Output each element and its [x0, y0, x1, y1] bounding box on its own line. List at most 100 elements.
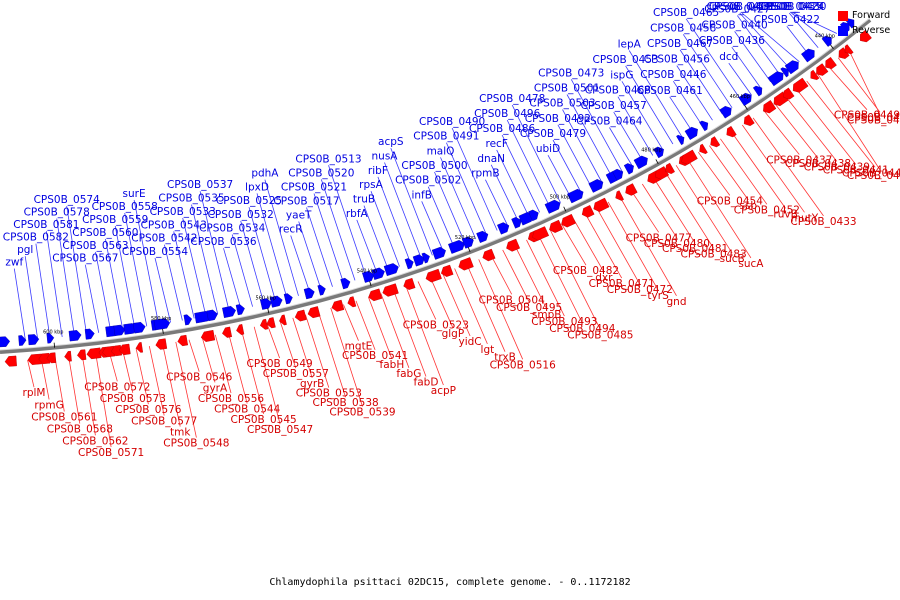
forward-gene-arrow[interactable]	[222, 326, 233, 338]
gene-label-cps0b-0430[interactable]: CPS0B_0430	[760, 1, 826, 13]
reverse-gene-arrow[interactable]	[780, 67, 789, 78]
gene-label-cps0b-0544[interactable]: CPS0B_0544	[214, 404, 281, 416]
gene-label-cps0b-0533[interactable]: CPS0B_0533	[150, 206, 216, 218]
forward-gene-arrow[interactable]	[307, 306, 321, 319]
gene-label-cps0b-0517[interactable]: CPS0B_0517	[273, 196, 339, 208]
gene-label-cps0b-0486[interactable]: CPS0B_0486	[469, 123, 536, 135]
reverse-gene-arrow[interactable]	[27, 334, 40, 346]
reverse-gene-arrow[interactable]	[821, 35, 832, 47]
forward-gene-arrow[interactable]	[681, 149, 698, 165]
gene-label-cps0b-0418[interactable]: CPS0B_0418	[707, 1, 773, 13]
reverse-gene-arrow[interactable]	[153, 318, 171, 331]
reverse-gene-arrow[interactable]	[412, 254, 425, 267]
gene-label-cps0b-0556[interactable]: CPS0B_0556	[198, 393, 265, 405]
gene-label-dcd[interactable]: dcd	[719, 51, 738, 63]
reverse-gene-arrow[interactable]	[404, 258, 414, 270]
gene-label-cps0b-0439[interactable]: CPS0B_0439	[804, 161, 870, 173]
gene-label-recr[interactable]: recR	[279, 224, 303, 236]
gene-label-cps0b-0516[interactable]: CPS0B_0516	[490, 359, 557, 371]
forward-gene-arrow[interactable]	[743, 114, 755, 127]
gene-label-cps0b-0523[interactable]: CPS0B_0523	[403, 319, 469, 331]
gene-label-cps0b-0525[interactable]: CPS0B_0525	[216, 195, 282, 207]
gene-label-rpsa[interactable]: rpsA	[359, 179, 383, 191]
gene-label-cps0b-0468[interactable]: CPS0B_0468	[585, 85, 651, 97]
gene-label-cps0b-0553[interactable]: CPS0B_0553	[296, 388, 362, 400]
reverse-gene-arrow[interactable]	[738, 92, 752, 107]
gene-label-cps0b-0445[interactable]: CPS0B_0445	[842, 167, 900, 179]
gene-label-pdha[interactable]: pdhA	[251, 168, 279, 180]
gene-label-sucb[interactable]: sucB	[720, 253, 745, 265]
gene-label-cps0b-0483[interactable]: CPS0B_0483	[681, 248, 747, 260]
forward-gene-arrow[interactable]	[615, 190, 624, 201]
gene-label-tyrs[interactable]: tyrS	[647, 290, 669, 302]
gene-label-cps0b-0431[interactable]: CPS0B_0431	[709, 1, 775, 13]
gene-label-cps0b-0559[interactable]: CPS0B_0559	[82, 214, 148, 226]
reverse-gene-arrow[interactable]	[340, 277, 351, 290]
forward-gene-arrow[interactable]	[825, 56, 837, 70]
gene-label-gnd[interactable]: gnd	[667, 296, 687, 308]
forward-gene-arrow[interactable]	[331, 299, 345, 312]
gene-label-cps0b-0578[interactable]: CPS0B_0578	[24, 207, 90, 219]
reverse-gene-arrow[interactable]	[68, 330, 82, 342]
gene-label-cps0b-0541[interactable]: CPS0B_0541	[342, 350, 408, 362]
reverse-gene-arrow[interactable]	[684, 126, 698, 140]
forward-gene-arrow[interactable]	[726, 125, 737, 138]
gene-label-cps0b-0427[interactable]: CPS0B_0427	[704, 4, 770, 16]
gene-label-cps0b-0473[interactable]: CPS0B_0473	[538, 67, 604, 79]
gene-label-cps0b-0491[interactable]: CPS0B_0491	[413, 131, 479, 143]
gene-label-cps0b-0543[interactable]: CPS0B_0543	[141, 219, 207, 231]
gene-label-cps0b-0500[interactable]: CPS0B_0500	[401, 160, 467, 172]
gene-label-muty[interactable]: mutY	[791, 212, 819, 224]
reverse-gene-arrow[interactable]	[801, 48, 815, 63]
gene-label-cps0b-0539[interactable]: CPS0B_0539	[329, 407, 395, 419]
forward-gene-arrow[interactable]	[403, 277, 416, 290]
forward-gene-arrow[interactable]	[4, 355, 17, 367]
gene-label-cps0b-0577[interactable]: CPS0B_0577	[131, 416, 197, 428]
gene-label-cps0b-0467[interactable]: CPS0B_0467	[647, 38, 713, 50]
forward-gene-arrow[interactable]	[279, 314, 287, 326]
gene-label-pgl[interactable]: pgl	[17, 244, 33, 256]
gene-label-cps0b-0471[interactable]: CPS0B_0471	[589, 278, 655, 290]
reverse-gene-arrow[interactable]	[476, 230, 489, 243]
forward-gene-arrow[interactable]	[810, 69, 820, 81]
reverse-gene-arrow[interactable]	[206, 309, 218, 322]
gene-label-glgp[interactable]: glgP	[442, 328, 465, 340]
gene-label-gyra[interactable]: gyrA	[203, 382, 228, 394]
forward-gene-arrow[interactable]	[699, 143, 708, 155]
reverse-gene-arrow[interactable]	[461, 236, 474, 249]
gene-label-cps0b-0547[interactable]: CPS0B_0547	[247, 424, 313, 436]
reverse-gene-arrow[interactable]	[431, 246, 446, 260]
forward-gene-arrow[interactable]	[844, 44, 854, 55]
reverse-gene-arrow[interactable]	[421, 252, 430, 264]
gene-label-cps0b-0422[interactable]: CPS0B_0422	[754, 14, 820, 26]
gene-label-cps0b-0492[interactable]: CPS0B_0492	[525, 113, 591, 125]
gene-label-cps0b-0482[interactable]: CPS0B_0482	[553, 265, 619, 277]
gene-label-cps0b-0532[interactable]: CPS0B_0532	[208, 209, 274, 221]
forward-gene-arrow[interactable]	[816, 63, 829, 76]
forward-gene-arrow[interactable]	[549, 219, 564, 233]
forward-gene-arrow[interactable]	[625, 183, 638, 196]
gene-label-cps0b-0581[interactable]: CPS0B_0581	[13, 219, 79, 231]
gene-label-cps0b-0440[interactable]: CPS0B_0440	[702, 19, 768, 31]
gene-label-cps0b-0504[interactable]: CPS0B_0504	[479, 294, 546, 306]
reverse-gene-arrow[interactable]	[0, 336, 11, 348]
gene-label-fabd[interactable]: fabD	[414, 377, 439, 389]
gene-label-cps0b-0561[interactable]: CPS0B_0561	[31, 412, 97, 424]
reverse-gene-arrow[interactable]	[623, 163, 634, 175]
reverse-gene-arrow[interactable]	[383, 263, 399, 277]
forward-gene-arrow[interactable]	[593, 197, 610, 212]
forward-gene-arrow[interactable]	[665, 162, 675, 175]
forward-gene-arrow[interactable]	[368, 288, 383, 302]
forward-gene-arrow[interactable]	[763, 100, 777, 114]
reverse-gene-arrow[interactable]	[18, 335, 27, 346]
gene-label-cps0b-0571[interactable]: CPS0B_0571	[78, 447, 144, 459]
forward-gene-arrow[interactable]	[77, 349, 87, 361]
reverse-gene-arrow[interactable]	[283, 293, 293, 305]
reverse-gene-arrow[interactable]	[303, 287, 315, 300]
gene-label-cps0b-0493[interactable]: CPS0B_0493	[531, 316, 597, 328]
gene-label-cps0b-0563[interactable]: CPS0B_0563	[62, 240, 128, 252]
reverse-gene-arrow[interactable]	[633, 155, 648, 170]
gene-label-gyrb[interactable]: gyrB	[300, 378, 324, 390]
forward-gene-arrow[interactable]	[294, 309, 307, 322]
